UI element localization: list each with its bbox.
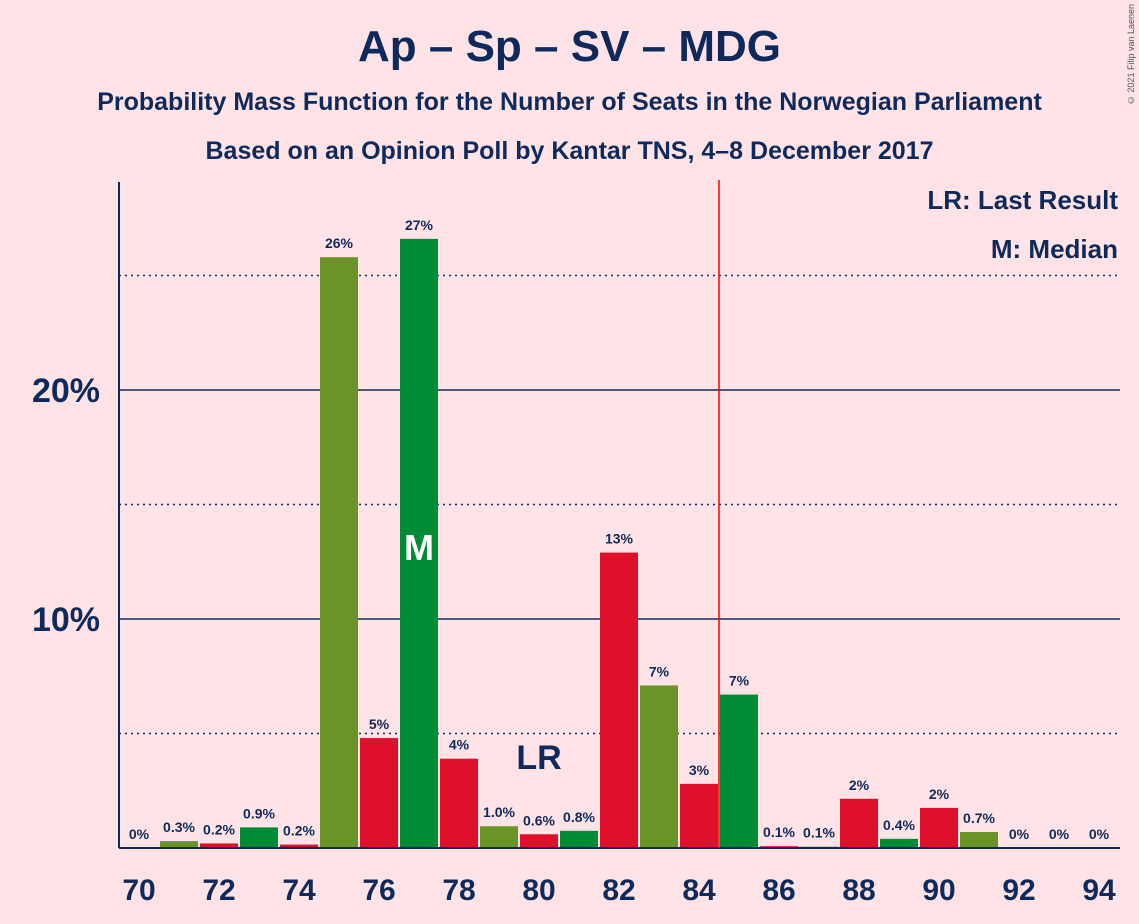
bar-seat-91 — [960, 831, 998, 848]
bar-label-seat-77: 27% — [405, 217, 434, 233]
bar-seat-90 — [920, 807, 958, 848]
bar-seat-83 — [640, 685, 678, 848]
y-tick-10: 10% — [32, 601, 100, 639]
x-tick-84: 84 — [682, 874, 716, 907]
bar-label-seat-80: 0.6% — [523, 812, 555, 828]
bar-seat-74 — [280, 844, 318, 848]
y-axis-ticks: 10% 20% — [32, 372, 100, 639]
bar-label-seat-88: 2% — [849, 777, 870, 793]
x-tick-88: 88 — [842, 874, 875, 907]
x-tick-82: 82 — [602, 874, 635, 907]
bar-label-seat-91: 0.7% — [963, 810, 995, 826]
x-tick-76: 76 — [362, 874, 395, 907]
bar-label-seat-74: 0.2% — [283, 823, 315, 839]
legend-median: M: Median — [991, 234, 1118, 264]
x-tick-86: 86 — [762, 874, 795, 907]
legend-last-result: LR: Last Result — [927, 185, 1118, 215]
axes — [118, 182, 1120, 849]
bar-label-seat-87: 0.1% — [803, 825, 835, 841]
chart-title: Ap – Sp – SV – MDG — [358, 22, 781, 71]
x-tick-80: 80 — [522, 874, 555, 907]
x-tick-74: 74 — [282, 874, 316, 907]
x-tick-70: 70 — [122, 874, 155, 907]
bar-label-seat-75: 26% — [325, 235, 354, 251]
x-tick-90: 90 — [922, 874, 955, 907]
x-tick-78: 78 — [442, 874, 475, 907]
chart-subtitle-source: Based on an Opinion Poll by Kantar TNS, … — [205, 137, 934, 165]
bar-label-seat-93: 0% — [1049, 826, 1070, 842]
bar-seat-73 — [240, 827, 278, 848]
bar-label-seat-82: 13% — [605, 531, 634, 547]
bar-label-seat-89: 0.4% — [883, 817, 915, 833]
bar-seat-80 — [520, 834, 558, 848]
median-marker: M — [404, 527, 434, 568]
bar-seat-71 — [160, 841, 198, 848]
bar-seat-84 — [680, 783, 718, 848]
bar-seat-88 — [840, 798, 878, 848]
bars — [160, 238, 998, 849]
x-tick-72: 72 — [202, 874, 235, 907]
bar-label-seat-79: 1.0% — [483, 804, 515, 820]
x-tick-92: 92 — [1002, 874, 1035, 907]
bar-seat-75 — [320, 257, 358, 848]
bar-seat-82 — [600, 552, 638, 848]
bar-label-seat-81: 0.8% — [563, 809, 595, 825]
bar-label-seat-73: 0.9% — [243, 805, 275, 821]
bar-label-seat-83: 7% — [649, 663, 670, 679]
bar-seat-78 — [440, 758, 478, 848]
bar-label-seat-92: 0% — [1009, 826, 1030, 842]
bar-label-seat-94: 0% — [1089, 826, 1110, 842]
last-result-marker: LR — [516, 739, 561, 777]
chart-subtitle: Probability Mass Function for the Number… — [97, 88, 1042, 116]
x-tick-94: 94 — [1082, 874, 1116, 907]
y-tick-20: 20% — [32, 372, 100, 410]
bar-labels: 0% 0.3% 0.2% 0.9% 0.2% 26% 5% 27% 4% 1.0% 0.6% 0.8%… — [129, 217, 1110, 842]
bar-label-seat-71: 0.3% — [163, 819, 195, 835]
bar-seat-72 — [200, 843, 238, 848]
bar-label-seat-72: 0.2% — [203, 821, 235, 837]
bar-seat-85 — [720, 694, 758, 848]
bar-label-seat-90: 2% — [929, 786, 950, 802]
bar-label-seat-84: 3% — [689, 762, 710, 778]
bar-label-seat-86: 0.1% — [763, 824, 795, 840]
bar-seat-89 — [880, 838, 918, 848]
bar-seat-81 — [560, 830, 598, 848]
bar-label-seat-76: 5% — [369, 716, 390, 732]
bar-seat-76 — [360, 738, 398, 848]
bar-label-seat-85: 7% — [729, 673, 750, 689]
x-axis-ticks: 70 72 74 76 78 80 82 84 86 88 90 92 94 — [122, 874, 1116, 907]
bar-label-seat-70: 0% — [129, 826, 150, 842]
bar-seat-79 — [480, 826, 518, 848]
bar-label-seat-78: 4% — [449, 737, 470, 753]
bar-seat-77 — [400, 238, 438, 849]
